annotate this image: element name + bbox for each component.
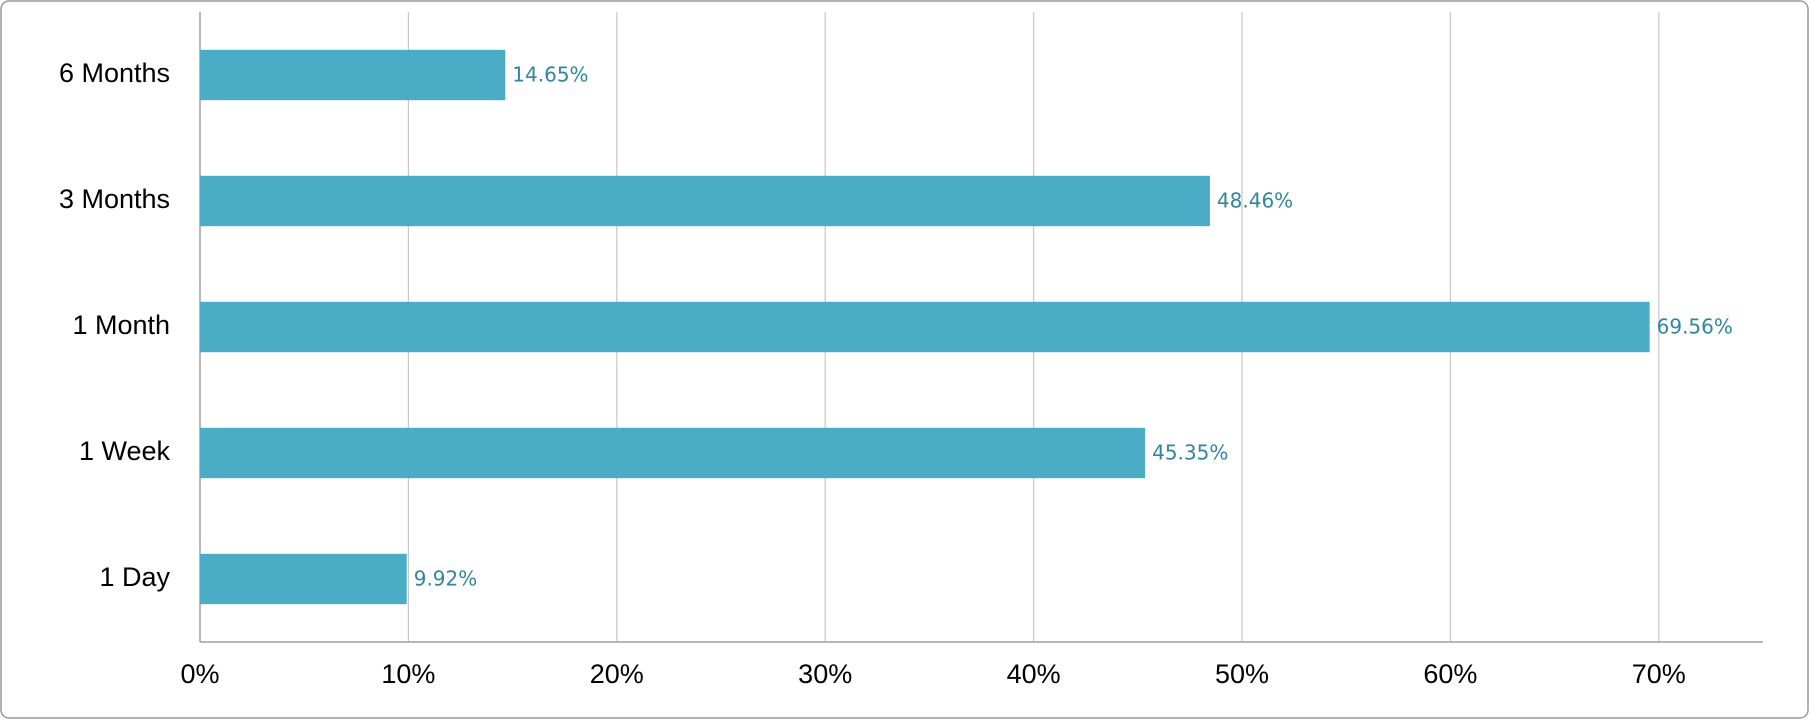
- x-tick-label: 30%: [798, 659, 852, 689]
- bar: [200, 427, 1146, 479]
- x-tick-label: 20%: [590, 659, 644, 689]
- x-tick-label: 40%: [1007, 659, 1061, 689]
- y-tick-label: 1 Month: [72, 310, 170, 340]
- value-label: 14.65%: [512, 63, 588, 87]
- value-label: 9.92%: [414, 567, 478, 591]
- value-label: 45.35%: [1152, 441, 1228, 465]
- bar: [200, 553, 407, 605]
- bar: [200, 49, 506, 101]
- y-tick-label: 3 Months: [59, 184, 170, 214]
- x-tick-label: 50%: [1215, 659, 1269, 689]
- y-tick-label: 1 Day: [99, 562, 170, 592]
- value-label: 69.56%: [1657, 315, 1733, 339]
- x-tick-label: 60%: [1423, 659, 1477, 689]
- bar: [200, 301, 1650, 353]
- y-tick-label: 1 Week: [79, 436, 171, 466]
- bar: [200, 175, 1210, 227]
- value-label: 48.46%: [1217, 189, 1293, 213]
- x-tick-label: 70%: [1632, 659, 1686, 689]
- x-tick-label: 0%: [180, 659, 219, 689]
- y-tick-label: 6 Months: [59, 58, 170, 88]
- x-tick-label: 10%: [381, 659, 435, 689]
